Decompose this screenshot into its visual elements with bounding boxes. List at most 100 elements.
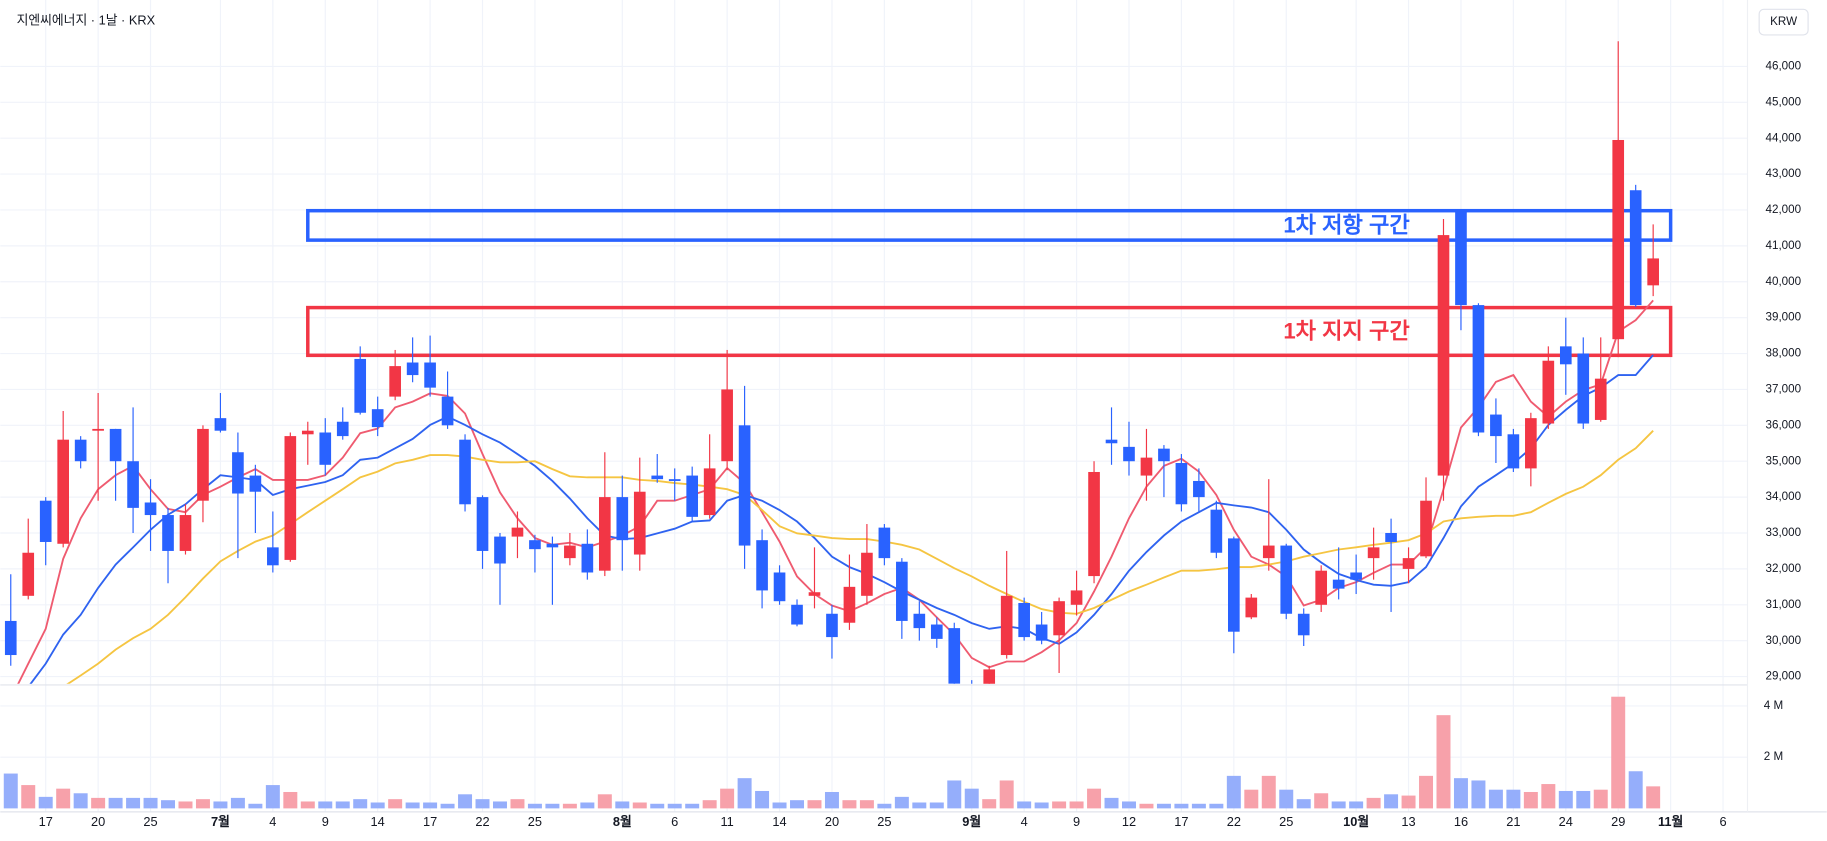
volume-bar	[1331, 801, 1346, 809]
candle-body	[109, 428, 122, 462]
x-tick-label: 16	[1454, 814, 1468, 829]
volume-bar	[545, 803, 560, 809]
volume-bar	[702, 800, 717, 809]
candle-body	[1612, 139, 1625, 340]
volume-pane	[3, 696, 1661, 809]
x-tick-label: 20	[91, 814, 105, 829]
candle-body	[1158, 448, 1170, 462]
volume-bar	[353, 799, 368, 809]
candle-body	[179, 515, 192, 551]
candle-body	[494, 536, 506, 564]
candle-body	[1140, 457, 1153, 476]
volume-bar	[21, 785, 36, 809]
volume-bar	[1314, 793, 1329, 809]
y-tick-label: 33,000	[1766, 526, 1802, 539]
x-tick-label: 25	[1279, 814, 1293, 829]
candle-body	[668, 479, 681, 481]
candle-body	[1070, 590, 1083, 605]
candle-body	[424, 362, 436, 388]
candle-body	[92, 428, 104, 431]
candle-body	[197, 428, 209, 501]
volume-bar	[335, 801, 350, 809]
candle-body	[1367, 547, 1380, 559]
x-tick-label: 22	[475, 814, 489, 829]
x-tick-label: 25	[877, 814, 891, 829]
y-tick-label: 46,000	[1766, 59, 1802, 72]
volume-bar	[423, 802, 438, 809]
x-tick-label: 13	[1401, 814, 1415, 829]
candle-body	[791, 604, 803, 625]
candle-body	[529, 540, 541, 550]
volume-bar	[458, 794, 473, 809]
volume-bar	[178, 801, 193, 809]
volume-bar	[3, 773, 18, 809]
currency-label[interactable]: KRW	[1770, 15, 1797, 28]
volume-bar	[388, 799, 403, 809]
candle-body	[1350, 572, 1362, 580]
y-tick-label: 30,000	[1766, 634, 1802, 647]
candle-body	[564, 545, 576, 559]
candle-body	[1105, 439, 1118, 444]
candle-body	[1088, 471, 1100, 577]
candle-body	[983, 669, 996, 684]
candle-body	[301, 430, 314, 435]
zone-box	[306, 305, 1673, 358]
x-tick-label: 17	[1174, 814, 1188, 829]
candle-body	[4, 620, 17, 656]
candle-body	[371, 409, 384, 428]
currency-button[interactable]	[1758, 8, 1809, 36]
candle-body	[1577, 353, 1590, 424]
volume-bar	[1104, 797, 1119, 809]
candle-body	[1123, 446, 1135, 462]
candle-body	[1507, 434, 1520, 469]
x-tick-label: 11월	[1658, 814, 1683, 829]
volume-bar	[1646, 786, 1661, 809]
x-tick-label: 21	[1506, 814, 1520, 829]
candle-body	[319, 432, 332, 465]
volume-bar	[1611, 696, 1626, 809]
candle-body	[1280, 545, 1293, 614]
candle-body	[686, 475, 699, 517]
volume-bar	[1139, 803, 1154, 809]
volume-bar	[265, 785, 280, 809]
volume-bar	[667, 803, 682, 809]
candle-body	[1420, 500, 1432, 557]
x-tick-label: 17	[39, 814, 53, 829]
volume-bar	[1419, 775, 1434, 809]
candle-body	[22, 552, 35, 596]
volume-bar	[1296, 799, 1311, 809]
zone-box	[306, 208, 1673, 242]
y-tick-label: 31,000	[1766, 598, 1802, 611]
volume-bar	[1384, 794, 1399, 809]
volume-bar	[790, 800, 805, 809]
candle-body	[1437, 235, 1450, 476]
volume-bar	[440, 803, 455, 809]
candle-body	[1542, 360, 1555, 424]
candle-body	[930, 624, 943, 639]
candle-body	[1472, 305, 1485, 433]
x-tick-label: 14	[371, 814, 385, 829]
candle-body	[214, 418, 227, 431]
candle-body	[1000, 595, 1013, 656]
x-tick-label: 12	[1122, 814, 1136, 829]
volume-bar	[248, 803, 263, 809]
candle-body	[267, 547, 279, 566]
volume-bar	[1156, 803, 1171, 809]
x-tick-label: 24	[1559, 814, 1573, 829]
volume-bar	[1593, 789, 1608, 809]
volume-bar	[894, 796, 909, 809]
candle-body	[57, 439, 70, 544]
candle-body	[1053, 601, 1065, 636]
y-tick-label: 42,000	[1766, 203, 1802, 216]
x-tick-label: 9	[322, 814, 329, 829]
x-tick-label: 6	[671, 814, 678, 829]
y-tick-label: 36,000	[1766, 418, 1802, 431]
candle-body	[127, 461, 139, 508]
x-tick-label: 9	[1073, 814, 1080, 829]
volume-bar	[1122, 801, 1136, 809]
candle-body	[1245, 597, 1258, 618]
candle-body	[1315, 570, 1328, 605]
